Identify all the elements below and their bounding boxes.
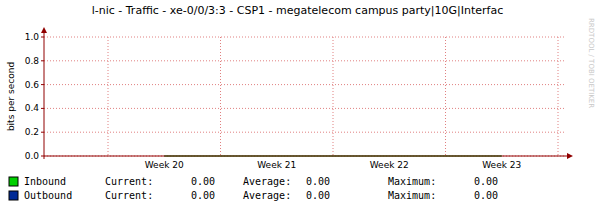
watermark: RRDTOOL / TOBI OETIKER: [587, 18, 595, 108]
grid-line: [44, 132, 565, 133]
y-axis-label: bits per second: [6, 62, 16, 131]
legend-stat-value: 0.00: [474, 176, 498, 187]
legend-stat-value: 0.00: [191, 176, 215, 187]
grid-line: [44, 84, 565, 85]
legend-stat-label: Current:: [105, 176, 153, 187]
grid-line: [44, 37, 565, 38]
y-tick-label: 0.0: [25, 151, 40, 161]
x-axis: [44, 156, 569, 157]
plot-area: [44, 37, 565, 156]
legend-swatch: [9, 177, 18, 186]
grid-line: [558, 37, 559, 156]
x-tick-label: Week 21: [257, 160, 296, 170]
legend-stat-value: 0.00: [191, 190, 215, 201]
y-tick-label: 1.0: [25, 32, 40, 42]
y-axis-arrow: [41, 27, 47, 33]
legend-stat-label: Average:: [243, 176, 291, 187]
grid-line: [333, 37, 334, 156]
x-tick-label: Week 22: [370, 160, 409, 170]
chart: l-nic - Traffic - xe-0/0/3:3 - CSP1 - me…: [0, 0, 595, 210]
legend-stat-label: Maximum:: [388, 176, 436, 187]
legend-stat-label: Average:: [243, 190, 291, 201]
y-axis: [44, 31, 45, 159]
legend-swatch: [9, 191, 18, 200]
legend-label: Inbound: [24, 176, 66, 187]
y-tick-label: 0.8: [25, 56, 40, 66]
y-tick-label: 0.4: [25, 103, 40, 113]
grid-line: [44, 60, 565, 61]
grid-line: [44, 108, 565, 109]
y-tick-label: 0.2: [25, 127, 39, 137]
grid-line: [445, 37, 446, 156]
x-tick-label: Week 23: [482, 160, 521, 170]
legend-stat-label: Maximum:: [388, 190, 436, 201]
x-tick-label: Week 20: [145, 160, 184, 170]
grid-line: [220, 37, 221, 156]
legend-stat-value: 0.00: [306, 176, 330, 187]
x-axis-arrow: [567, 153, 573, 159]
y-tick-label: 0.6: [25, 80, 40, 90]
grid-line: [108, 37, 109, 156]
legend-stat-label: Current:: [105, 190, 153, 201]
legend-stat-value: 0.00: [474, 190, 498, 201]
legend-label: Outbound: [24, 190, 72, 201]
background: [0, 0, 595, 210]
title: l-nic - Traffic - xe-0/0/3:3 - CSP1 - me…: [92, 4, 504, 17]
legend-stat-value: 0.00: [306, 190, 330, 201]
